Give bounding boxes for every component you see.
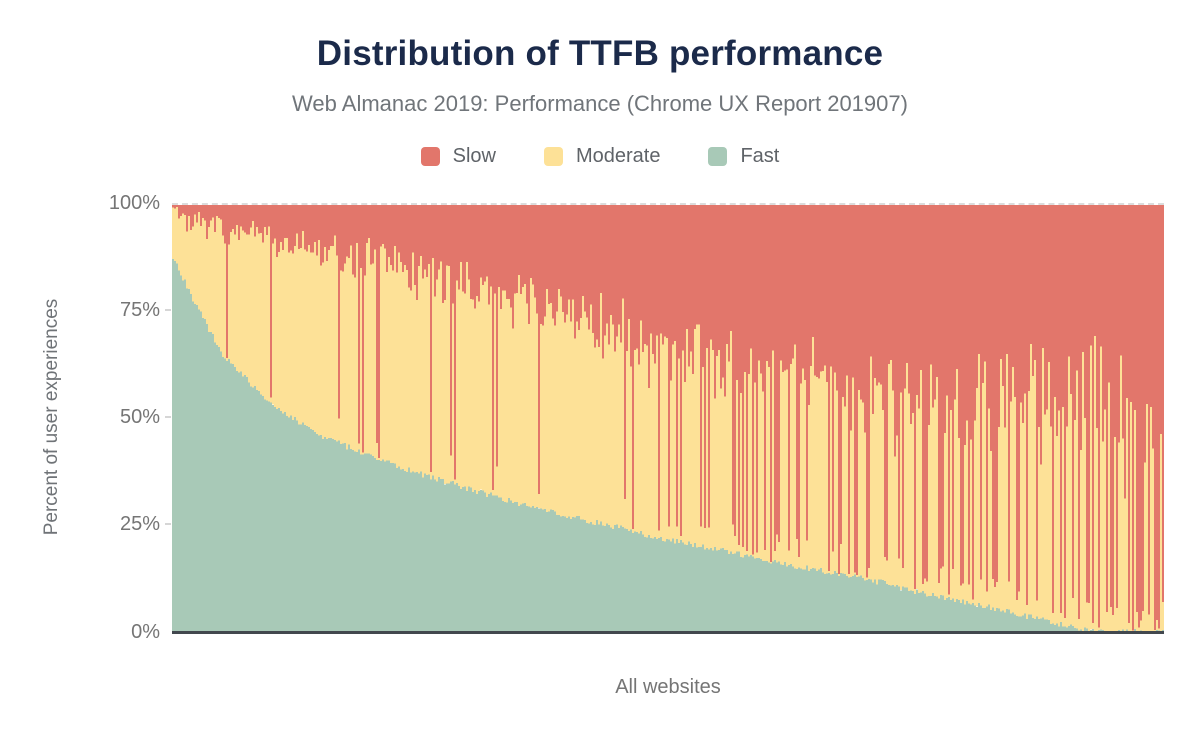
legend-swatch-moderate-icon <box>543 146 563 166</box>
x-axis-title: All websites <box>615 676 721 698</box>
y-tickmark-25 <box>165 523 171 525</box>
legend-label-fast: Fast <box>740 144 780 167</box>
legend: Slow Moderate Fast <box>0 140 1200 172</box>
legend-label-moderate: Moderate <box>575 144 661 167</box>
y-tickmark-50 <box>165 416 171 418</box>
legend-item-slow: Slow <box>420 144 496 168</box>
bars-svg <box>172 205 1164 632</box>
legend-swatch-fast-icon <box>708 146 728 166</box>
y-tick-75: 75% <box>119 299 160 321</box>
legend-swatch-slow-icon <box>420 146 440 166</box>
y-tick-0: 0% <box>131 621 160 643</box>
legend-item-fast: Fast <box>708 145 779 168</box>
legend-label-slow: Slow <box>452 144 496 167</box>
chart-title: Distribution of TTFB performance <box>316 34 884 73</box>
y-tick-50: 50% <box>119 406 160 428</box>
gridline-100 <box>172 203 1164 205</box>
chart-subtitle: Web Almanac 2019: Performance (Chrome UX… <box>292 91 908 116</box>
x-axis-line <box>172 631 1164 634</box>
plot-area[interactable] <box>172 203 1164 634</box>
legend-item-moderate: Moderate <box>543 144 661 168</box>
y-tick-100: 100% <box>108 192 160 214</box>
y-tick-25: 25% <box>119 513 160 535</box>
y-tickmark-75 <box>165 309 171 311</box>
